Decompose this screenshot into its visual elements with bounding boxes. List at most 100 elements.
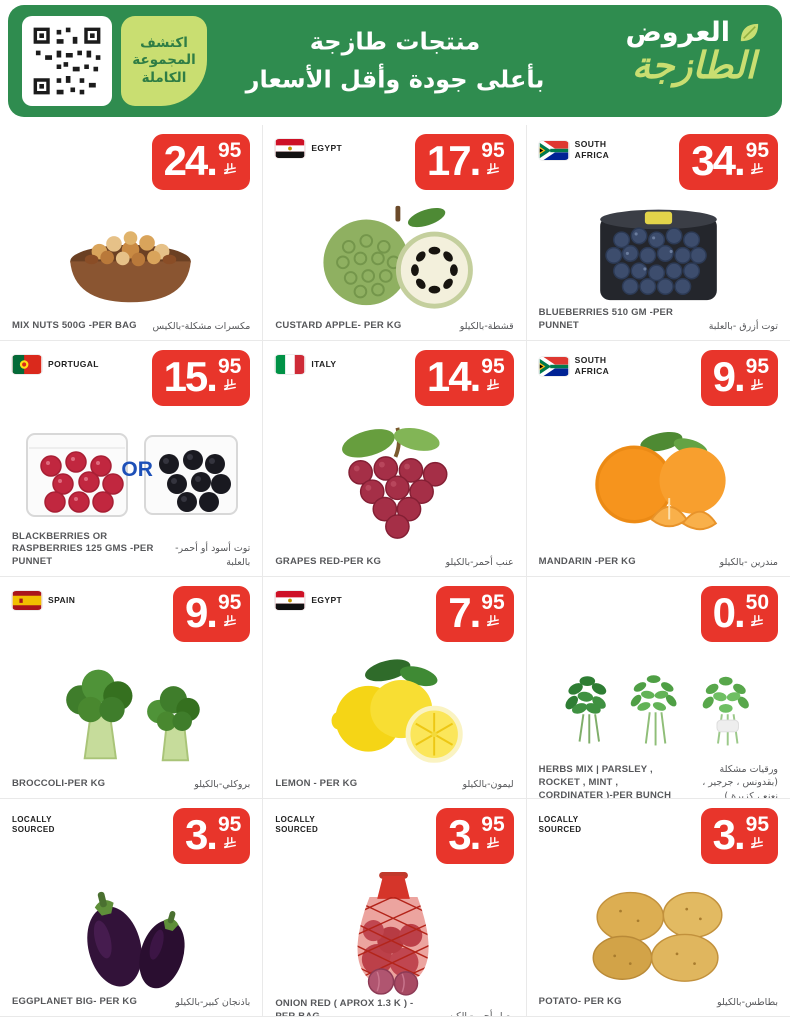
card-names: GRAPES RED-PER KG عنب أحمر-بالكيلو [275, 556, 513, 569]
card-top: 24. 95 [12, 134, 251, 194]
price-dec: 50 [745, 591, 769, 614]
product-card-potato[interactable]: LOCALLY SOURCED 3. 95 [526, 799, 790, 1017]
product-card-herbs-mix[interactable]: 0. 50 [526, 577, 790, 799]
origin: LOCALLY SOURCED [275, 808, 321, 836]
product-card-custard-apple[interactable]: EGYPT 17. 95 [263, 125, 527, 341]
product-card-lemon[interactable]: EGYPT 7. 95 [263, 577, 527, 799]
price-int: 34. [691, 137, 745, 184]
product-name-ar: ورقيات مشكلة (بقدونس ، جرجير ، نعنع ، كز… [702, 764, 778, 799]
saudi-riyal-icon [751, 163, 764, 175]
saudi-riyal-icon [487, 615, 499, 627]
saudi-riyal-icon [223, 837, 236, 849]
product-name-ar: بصل أحمر-بالكيس [441, 1011, 514, 1017]
product-name-en: EGGPLANET BIG- PER KG [12, 996, 138, 1008]
product-name-en: BLUEBERRIES 510 GM -PER PUNNET [538, 307, 674, 332]
saudi-riyal-icon [487, 837, 499, 849]
card-top: EGYPT 7. 95 [275, 586, 514, 646]
price-dec: 95 [745, 139, 769, 162]
price-dec: 95 [217, 355, 242, 378]
qr-area: اكتشف المجموعة الكاملة [22, 16, 207, 106]
product-image-potato [539, 868, 778, 996]
product-name-ar: باذنجان كبير-بالكيلو [175, 996, 251, 1008]
origin: SPAIN [12, 586, 75, 610]
logo-text-1: العروض [625, 17, 730, 48]
card-top: PORTUGAL 15. 95 [12, 350, 251, 410]
card-top: SOUTH AFRICA 34. 95 [539, 134, 778, 194]
product-name-en: CUSTARD APPLE- PER KG [275, 320, 402, 332]
product-name-en: LEMON - PER KG [275, 778, 358, 790]
product-name-en: BROCCOLI-PER KG [12, 778, 106, 790]
logo-text-2: الطازجة [631, 44, 756, 87]
origin-label: SPAIN [48, 594, 76, 605]
origin-label: LOCALLY SOURCED [12, 815, 55, 835]
card-names: BROCCOLI-PER KG بروكلي-بالكيلو [12, 778, 250, 791]
product-image-blueberries [539, 194, 778, 307]
origin: LOCALLY SOURCED [539, 808, 585, 836]
card-names: BLACKBERRIES OR RASPBERRIES 125 GMS -PER… [12, 531, 250, 569]
card-top: LOCALLY SOURCED 3. 95 [12, 808, 251, 868]
price-int: 3. [184, 811, 218, 858]
flag-south-africa-icon [539, 356, 569, 376]
card-names: CUSTARD APPLE- PER KG قشطة-بالكيلو [275, 320, 513, 333]
product-card-onion-red[interactable]: LOCALLY SOURCED 3. 95 [263, 799, 527, 1017]
price-tag: 3. 95 [700, 808, 778, 864]
product-image-custard-apple [275, 194, 513, 320]
origin: LOCALLY SOURCED [12, 808, 58, 836]
price-int: 0. [712, 589, 746, 636]
card-names: BLUEBERRIES 510 GM -PER PUNNET توت أزرق … [539, 307, 778, 333]
product-card-mix-nuts[interactable]: 24. 95 MIX NUTS 500G -PER BAG مكسرات مشك… [0, 125, 264, 341]
banner-tagline: منتجات طازجة بأعلى جودة وأقل الأسعار [246, 23, 545, 100]
product-image-broccoli [12, 646, 250, 778]
card-names: LEMON - PER KG ليمون-بالكيلو [275, 778, 513, 791]
card-names: ONION RED ( APROX 1.3 K ) -PER BAG بصل أ… [275, 998, 514, 1017]
product-card-mandarin[interactable]: SOUTH AFRICA 9. 95 MANDARIN -PE [526, 341, 790, 577]
product-card-berries[interactable]: PORTUGAL 15. 95 OR [0, 341, 264, 577]
flag-egypt-icon [275, 591, 305, 610]
price-dec: 95 [217, 139, 242, 162]
price-dec: 95 [745, 355, 769, 378]
product-name-en: BLACKBERRIES OR RASPBERRIES 125 GMS -PER… [12, 530, 154, 568]
price-int: 14. [426, 353, 481, 400]
product-name-ar: بروكلي-بالكيلو [194, 778, 251, 790]
origin-label: PORTUGAL [48, 358, 99, 369]
price-tag: 9. 95 [700, 350, 778, 406]
product-grid: 24. 95 MIX NUTS 500G -PER BAG مكسرات مشك… [0, 125, 790, 1017]
product-image-grapes [275, 410, 513, 556]
saudi-riyal-icon [223, 163, 236, 175]
origin: PORTUGAL [12, 350, 99, 374]
origin: SOUTH AFRICA [539, 134, 629, 161]
qr-code[interactable] [22, 16, 112, 106]
price-tag: 17. 95 [414, 134, 514, 190]
product-name-ar: توت أسود أو أحمر- بالعلبة [175, 543, 251, 568]
price-tag: 3. 95 [436, 808, 514, 864]
card-top: SPAIN 9. 95 [12, 586, 251, 646]
discover-collection-badge[interactable]: اكتشف المجموعة الكاملة [121, 16, 207, 106]
card-names: POTATO- PER KG بطاطس-بالكيلو [539, 996, 778, 1009]
product-image-lemon [275, 646, 513, 778]
origin-label: EGYPT [311, 142, 343, 153]
product-card-eggplant[interactable]: LOCALLY SOURCED 3. 95 [0, 799, 264, 1017]
saudi-riyal-icon [487, 163, 499, 175]
saudi-riyal-icon [751, 837, 764, 849]
card-top: ITALY 14. 95 [275, 350, 514, 410]
product-card-blueberries[interactable]: SOUTH AFRICA 34. 95 [526, 125, 790, 341]
saudi-riyal-icon [223, 379, 236, 391]
product-card-grapes[interactable]: ITALY 14. 95 [263, 341, 527, 577]
card-top: EGYPT 17. 95 [275, 134, 514, 194]
tagline-line2: بأعلى جودة وأقل الأسعار [245, 66, 545, 94]
price-tag: 3. 95 [172, 808, 251, 864]
fresh-offers-logo: العروض الطازجة [625, 17, 762, 87]
product-name-en: MIX NUTS 500G -PER BAG [12, 320, 137, 332]
price-tag: 14. 95 [414, 350, 514, 406]
price-tag: 0. 50 [700, 586, 778, 642]
card-names: MANDARIN -PER KG مندرين -بالكيلو [539, 556, 778, 569]
price-dec: 95 [481, 813, 505, 836]
price-dec: 95 [481, 355, 505, 378]
price-int: 3. [712, 811, 746, 858]
product-image-herbs [539, 646, 778, 763]
card-top: LOCALLY SOURCED 3. 95 [275, 808, 514, 868]
product-name-en: MANDARIN -PER KG [538, 556, 636, 568]
saudi-riyal-icon [223, 615, 236, 627]
price-int: 15. [163, 353, 218, 400]
product-card-broccoli[interactable]: SPAIN 9. 95 BROCCOLI-PER KG [0, 577, 264, 799]
